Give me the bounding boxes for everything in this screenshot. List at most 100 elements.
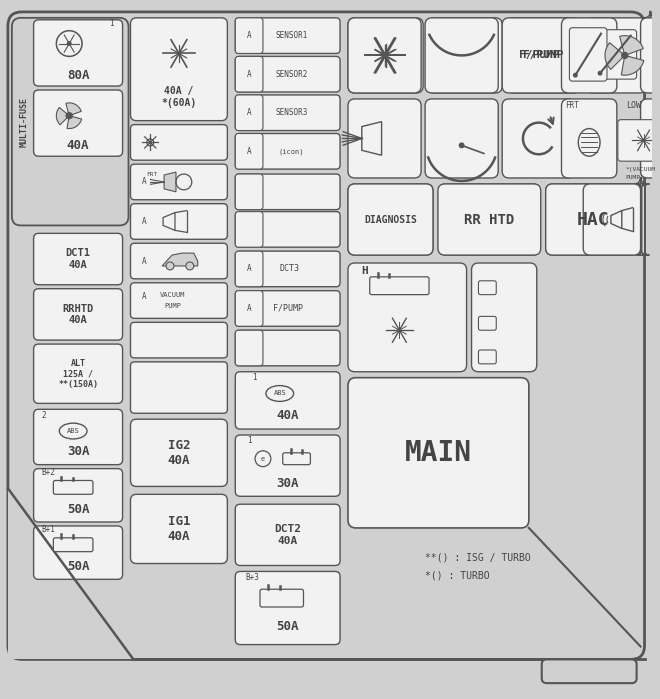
Text: 50A: 50A	[67, 560, 89, 573]
FancyBboxPatch shape	[348, 377, 529, 528]
FancyBboxPatch shape	[235, 251, 263, 287]
Circle shape	[459, 143, 465, 148]
Text: A: A	[143, 178, 147, 187]
Text: A: A	[247, 31, 251, 40]
Text: **() : ISG / TURBO: **() : ISG / TURBO	[425, 553, 531, 563]
Text: FRT: FRT	[147, 171, 158, 177]
FancyBboxPatch shape	[282, 453, 310, 465]
Circle shape	[383, 53, 387, 57]
FancyBboxPatch shape	[471, 263, 537, 372]
FancyBboxPatch shape	[131, 283, 227, 318]
FancyBboxPatch shape	[235, 134, 340, 169]
FancyBboxPatch shape	[583, 184, 641, 255]
Text: A: A	[143, 217, 147, 226]
Text: 1: 1	[252, 373, 257, 382]
Text: ABS: ABS	[273, 391, 286, 396]
FancyBboxPatch shape	[12, 18, 129, 226]
FancyBboxPatch shape	[478, 281, 496, 295]
FancyBboxPatch shape	[641, 184, 645, 255]
FancyBboxPatch shape	[478, 350, 496, 364]
FancyBboxPatch shape	[593, 29, 637, 79]
Polygon shape	[605, 43, 625, 69]
FancyBboxPatch shape	[235, 212, 340, 247]
Text: RRHTD
40A: RRHTD 40A	[63, 303, 94, 325]
FancyBboxPatch shape	[502, 99, 576, 178]
Text: SENSOR1: SENSOR1	[275, 31, 308, 40]
FancyBboxPatch shape	[562, 18, 617, 93]
Text: IG2
40A: IG2 40A	[168, 439, 190, 467]
FancyBboxPatch shape	[131, 494, 227, 563]
FancyBboxPatch shape	[34, 344, 123, 403]
Text: A: A	[247, 304, 251, 313]
FancyBboxPatch shape	[34, 20, 123, 86]
Circle shape	[642, 138, 645, 143]
FancyBboxPatch shape	[348, 263, 467, 372]
Circle shape	[66, 113, 72, 119]
FancyBboxPatch shape	[348, 18, 421, 93]
Text: 1: 1	[247, 436, 251, 445]
FancyBboxPatch shape	[34, 233, 123, 284]
FancyBboxPatch shape	[53, 480, 93, 494]
Text: A: A	[247, 147, 251, 156]
Text: FRT: FRT	[566, 101, 579, 110]
FancyBboxPatch shape	[585, 18, 647, 93]
Text: 40A /: 40A /	[164, 86, 193, 96]
FancyBboxPatch shape	[235, 291, 263, 326]
Text: A: A	[143, 257, 147, 266]
Text: A: A	[247, 108, 251, 117]
FancyBboxPatch shape	[562, 99, 617, 178]
Polygon shape	[56, 108, 69, 125]
Text: PUMP): PUMP)	[626, 175, 645, 180]
FancyBboxPatch shape	[131, 322, 227, 358]
FancyBboxPatch shape	[34, 289, 123, 340]
Text: SENSOR2: SENSOR2	[275, 70, 308, 79]
Text: HAC: HAC	[577, 210, 609, 229]
Text: MULTI-FUSE: MULTI-FUSE	[19, 96, 28, 147]
FancyBboxPatch shape	[641, 18, 660, 93]
Polygon shape	[164, 172, 176, 192]
Text: e: e	[261, 456, 265, 462]
Text: SENSOR3: SENSOR3	[275, 108, 308, 117]
Text: IG1
40A: IG1 40A	[168, 515, 190, 543]
FancyBboxPatch shape	[502, 18, 576, 93]
FancyBboxPatch shape	[425, 18, 498, 93]
Text: PUMP: PUMP	[164, 303, 182, 310]
Circle shape	[166, 262, 174, 270]
FancyBboxPatch shape	[235, 57, 263, 92]
Text: ALT
125A /
**(150A): ALT 125A / **(150A)	[58, 359, 98, 389]
Circle shape	[397, 329, 401, 332]
FancyBboxPatch shape	[235, 330, 340, 366]
FancyBboxPatch shape	[235, 571, 340, 644]
Polygon shape	[8, 489, 133, 659]
Circle shape	[177, 52, 181, 55]
FancyBboxPatch shape	[634, 177, 647, 191]
FancyBboxPatch shape	[637, 184, 647, 255]
FancyBboxPatch shape	[235, 291, 340, 326]
Text: 40A: 40A	[67, 139, 89, 152]
Text: F/PUMP: F/PUMP	[523, 50, 564, 60]
FancyBboxPatch shape	[542, 659, 637, 683]
FancyBboxPatch shape	[131, 203, 227, 239]
FancyBboxPatch shape	[34, 526, 123, 579]
FancyBboxPatch shape	[348, 99, 421, 178]
FancyBboxPatch shape	[348, 184, 433, 255]
FancyBboxPatch shape	[34, 410, 123, 465]
Text: DCT3: DCT3	[280, 264, 300, 273]
FancyBboxPatch shape	[438, 184, 541, 255]
Circle shape	[383, 53, 387, 57]
FancyBboxPatch shape	[260, 589, 304, 607]
Polygon shape	[67, 116, 82, 129]
Text: 80A: 80A	[67, 69, 89, 82]
Circle shape	[573, 73, 578, 78]
Text: F/PUMP: F/PUMP	[519, 50, 559, 60]
Text: *(60A): *(60A)	[161, 98, 197, 108]
Polygon shape	[621, 55, 644, 75]
Polygon shape	[529, 528, 641, 647]
FancyBboxPatch shape	[34, 468, 123, 522]
FancyBboxPatch shape	[478, 317, 496, 330]
Text: 30A: 30A	[277, 477, 299, 490]
FancyBboxPatch shape	[131, 419, 227, 487]
Text: A: A	[247, 70, 251, 79]
FancyBboxPatch shape	[235, 18, 263, 53]
Circle shape	[597, 71, 603, 75]
